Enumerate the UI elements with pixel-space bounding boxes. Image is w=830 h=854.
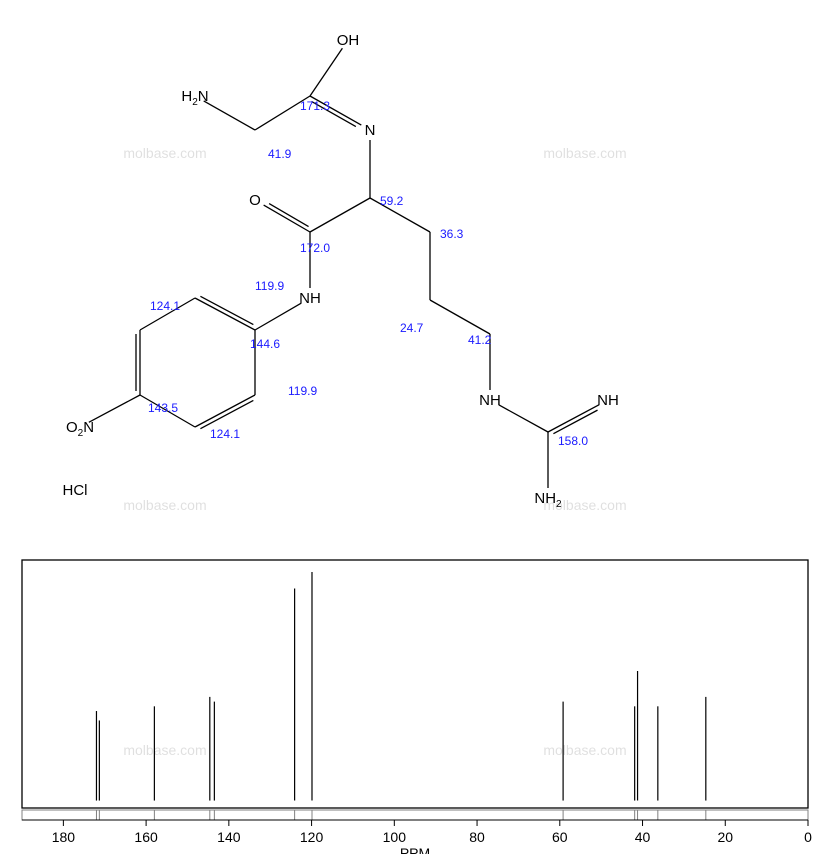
chem-shift: 24.7: [400, 321, 424, 335]
axis-tick-label: 0: [804, 829, 812, 845]
atom-label: NH: [597, 392, 619, 409]
axis-tick-label: 60: [552, 829, 568, 845]
chem-shift: 59.2: [380, 194, 404, 208]
axis-tick-label: 100: [383, 829, 407, 845]
atom-label: O: [249, 192, 261, 209]
chem-shift: 119.9: [288, 384, 317, 398]
watermark: molbase.com: [123, 742, 206, 758]
chem-shift: 172.0: [300, 241, 330, 255]
watermark: molbase.com: [123, 497, 206, 513]
watermark: molbase.com: [123, 145, 206, 161]
axis-tick-label: 20: [717, 829, 733, 845]
axis-tick-label: 140: [217, 829, 241, 845]
spectrum-frame: [22, 560, 808, 808]
atom-label: OH: [337, 32, 360, 49]
watermark: molbase.com: [543, 742, 626, 758]
page-root: OHH2NNONHNHNHNH2O2NHCl171.341.959.2172.0…: [0, 0, 830, 854]
watermark: molbase.com: [543, 145, 626, 161]
tick-strip: [22, 810, 808, 820]
watermark: molbase.com: [543, 497, 626, 513]
atom-label: NH: [479, 392, 501, 409]
axis-tick-label: 80: [469, 829, 485, 845]
chem-shift: 119.9: [255, 279, 284, 293]
axis-tick-label: 160: [134, 829, 158, 845]
atom-label: O2N: [66, 419, 94, 439]
axis-tick-label: 120: [300, 829, 324, 845]
chem-shift: 171.3: [300, 99, 330, 113]
watermark-layer: molbase.com molbase.com molbase.com molbase…: [123, 145, 626, 758]
chem-shift: 41.9: [268, 147, 292, 161]
chem-shift: 124.1: [210, 427, 240, 441]
chem-shift: 158.0: [558, 434, 588, 448]
chem-shift: 124.1: [150, 299, 180, 313]
figure-svg: OHH2NNONHNHNHNH2O2NHCl171.341.959.2172.0…: [0, 0, 830, 854]
chem-shift: 143.5: [148, 401, 178, 415]
chem-shift: 41.2: [468, 333, 492, 347]
axis-label: PPM: [400, 845, 430, 854]
atoms-layer: OHH2NNONHNHNHNH2O2NHCl: [63, 32, 619, 510]
bonds-layer: [89, 48, 599, 488]
atom-label: N: [365, 122, 376, 139]
shift-layer: 171.3 41.9 59.2 172.0 36.3 24.7 41.2 158.0 119.9…: [148, 99, 588, 448]
axis-tick-label: 40: [635, 829, 651, 845]
axis-layer: 180 160 140 120 100 80 60 40 20 0 PPM: [22, 820, 812, 854]
peaks-layer: [96, 572, 705, 820]
axis-tick-label: 180: [52, 829, 76, 845]
atom-label: HCl: [63, 482, 88, 499]
chem-shift: 36.3: [440, 227, 464, 241]
chem-shift: 144.6: [250, 337, 280, 351]
atom-label: NH: [299, 290, 321, 307]
atom-label: H2N: [181, 88, 208, 108]
